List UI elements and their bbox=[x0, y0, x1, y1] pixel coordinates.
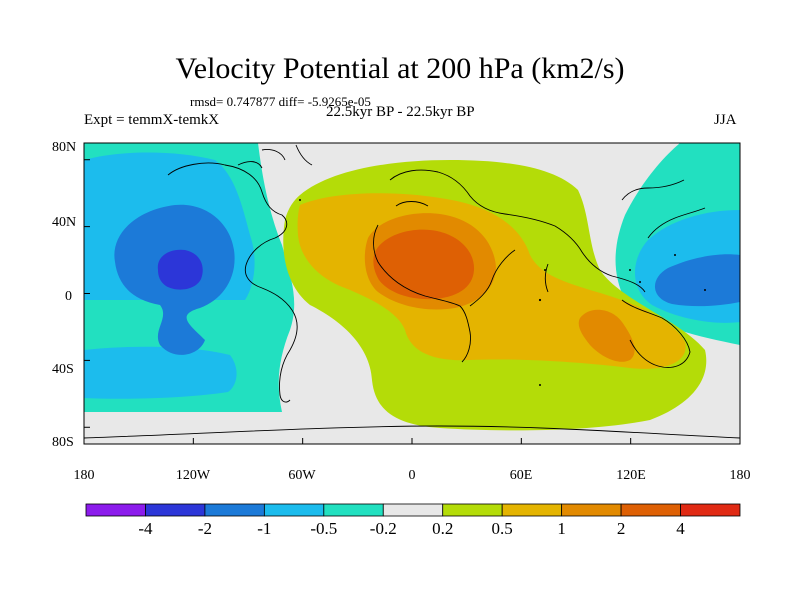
colorbar-swatch bbox=[204, 503, 265, 517]
contour-negative-west-1 bbox=[654, 254, 740, 307]
colorbar bbox=[85, 503, 741, 517]
lon-tick-180-west: 180 bbox=[73, 468, 95, 483]
colorbar-label: 1 bbox=[557, 519, 566, 538]
colorbar-label: 0.2 bbox=[432, 519, 454, 538]
lon-tick-180-east: 180 bbox=[729, 468, 751, 483]
colorbar-swatch bbox=[85, 503, 146, 517]
lon-tick-60E: 60E bbox=[509, 468, 533, 483]
experiment-label: Expt = temmX-temkX bbox=[84, 112, 220, 128]
lon-tick-120E: 120E bbox=[616, 468, 646, 483]
colorbar-swatch bbox=[561, 503, 622, 517]
colorbar-label: -4 bbox=[138, 519, 153, 538]
colorbar-label: -1 bbox=[257, 519, 272, 538]
lon-tick-0: 0 bbox=[408, 468, 416, 483]
colorbar-swatch bbox=[263, 503, 325, 517]
colorbar-swatch bbox=[382, 503, 444, 517]
colorbar-label: -0.2 bbox=[369, 519, 397, 538]
lat-tick-80S: 80S bbox=[52, 435, 74, 450]
lon-tick-120W: 120W bbox=[175, 468, 211, 483]
map-plot-area bbox=[84, 143, 740, 444]
lat-tick-40N: 40N bbox=[52, 215, 77, 230]
colorbar-swatch bbox=[145, 503, 206, 517]
colorbar-label: 4 bbox=[676, 519, 685, 538]
colorbar-swatch bbox=[620, 503, 681, 517]
season-label: JJA bbox=[714, 112, 737, 128]
colorbar-swatch bbox=[442, 503, 503, 517]
colorbar-label: 2 bbox=[616, 519, 626, 538]
colorbar-label: -2 bbox=[197, 519, 212, 538]
colorbar-swatch bbox=[680, 503, 741, 517]
lat-tick-80N: 80N bbox=[52, 140, 77, 155]
period-label: 22.5kyr BP - 22.5kyr BP bbox=[326, 104, 475, 120]
lat-tick-0: 0 bbox=[65, 289, 72, 304]
colorbar-swatch bbox=[501, 503, 563, 517]
axis-ticks bbox=[83, 159, 741, 444]
lon-tick-60W: 60W bbox=[288, 468, 316, 483]
colorbar-label: -0.5 bbox=[310, 519, 338, 538]
lat-tick-40S: 40S bbox=[52, 362, 74, 377]
contour-positive-2 bbox=[373, 229, 475, 300]
contour-positive-1-east bbox=[578, 309, 635, 362]
colorbar-swatch bbox=[323, 503, 384, 517]
colorbar-label: 0.5 bbox=[491, 519, 513, 538]
contour-negative-2 bbox=[157, 249, 203, 290]
plot-title: Velocity Potential at 200 hPa (km2/s) bbox=[175, 52, 625, 85]
coastlines bbox=[84, 144, 740, 439]
stats-text: rmsd= 0.747877 diff= -5.9265e-05 bbox=[190, 94, 371, 109]
map-detail-marks bbox=[299, 199, 706, 386]
contour-negative-0.5-south bbox=[84, 346, 237, 399]
